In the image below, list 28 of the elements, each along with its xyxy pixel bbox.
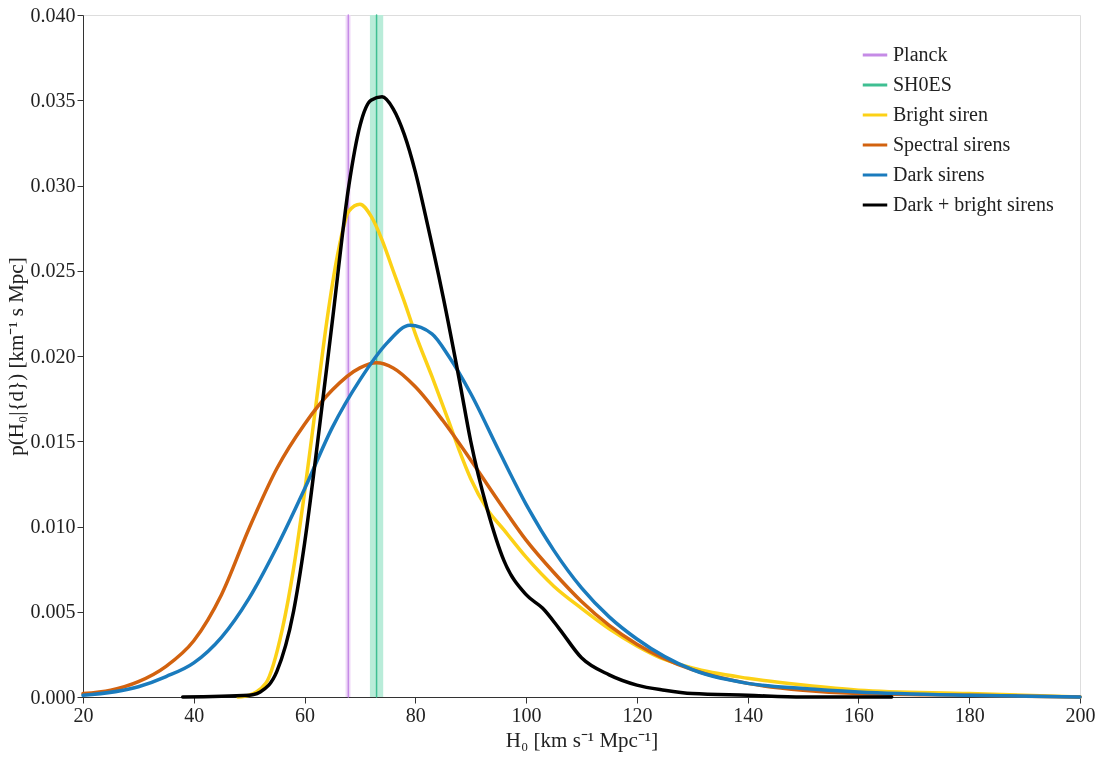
y-axis-title: p(H₀|{d}) [km⁻¹ s Mpc]	[3, 257, 28, 456]
y-tick-label: 0.025	[30, 259, 76, 282]
legend-label: Planck	[893, 43, 948, 65]
x-tick-label: 180	[954, 703, 985, 726]
x-tick-label: 120	[622, 703, 653, 726]
legend-label: SH0ES	[893, 73, 952, 95]
y-tick-label: 0.030	[30, 174, 76, 196]
x-tick-label: 160	[843, 703, 874, 726]
y-tick-label: 0.005	[30, 600, 76, 623]
x-tick-label: 40	[184, 703, 205, 726]
y-tick-label: 0.040	[30, 3, 76, 26]
y-tick-label: 0.010	[30, 515, 76, 537]
x-tick-label: 80	[405, 703, 426, 726]
y-tick-label: 0.015	[30, 429, 76, 452]
y-tick-label: 0.020	[30, 344, 76, 367]
y-tick-label: 0.000	[30, 685, 76, 708]
y-tick-label: 0.035	[30, 88, 76, 111]
x-tick-label: 60	[295, 703, 316, 726]
line-series	[180, 95, 894, 699]
x-tick-label: 100	[511, 703, 542, 726]
x-axis-title: H₀ [km s⁻¹ Mpc⁻¹]	[505, 727, 659, 752]
legend-label: Spectral sirens	[893, 133, 1011, 156]
legend-label: Dark sirens	[893, 163, 985, 185]
legend-label: Dark + bright sirens	[893, 193, 1054, 216]
x-tick-label: 140	[733, 703, 764, 726]
x-tick-label: 20	[73, 703, 94, 726]
x-tick-label: 200	[1065, 703, 1096, 726]
legend-label: Bright siren	[893, 103, 988, 126]
